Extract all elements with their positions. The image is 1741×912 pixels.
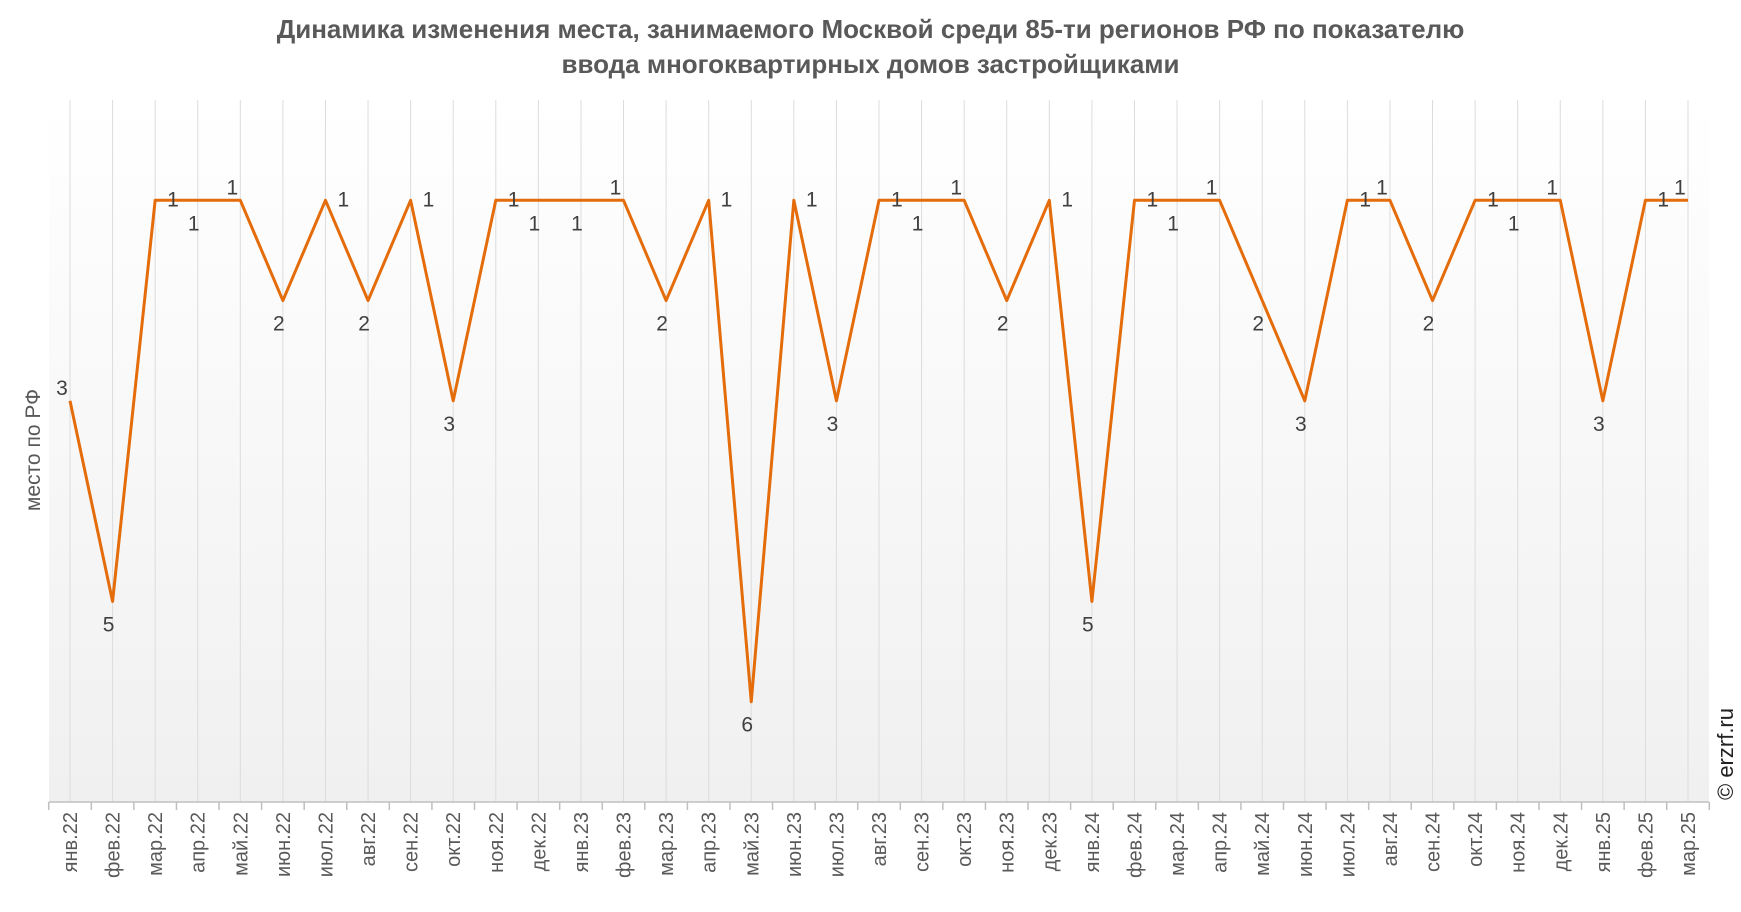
data-label: 1: [891, 188, 903, 211]
data-label: 1: [1206, 176, 1218, 199]
x-tick-label: янв.25: [1593, 812, 1615, 872]
watermark: © erzrf.ru: [1713, 708, 1738, 800]
x-tick-label: апр.24: [1210, 812, 1232, 873]
chart-title-line-1: Динамика изменения места, занимаемого Мо…: [276, 14, 1465, 44]
x-tick-label: сен.22: [401, 812, 423, 872]
data-line: [68, 198, 1688, 704]
data-label: 1: [188, 212, 200, 235]
x-tick-label: сен.23: [912, 812, 934, 872]
data-label: 6: [741, 714, 753, 737]
data-label: 1: [806, 188, 818, 211]
data-label: 1: [721, 188, 733, 211]
data-label: 1: [950, 176, 962, 199]
data-label: 1: [423, 188, 435, 211]
x-tick-label: май.23: [741, 812, 763, 876]
data-label: 1: [912, 212, 924, 235]
data-label: 1: [337, 188, 349, 211]
x-tick-label: июл.22: [315, 812, 337, 877]
x-tick-label: авг.24: [1380, 812, 1402, 866]
data-label: 1: [1508, 212, 1520, 235]
x-tick-label: июл.24: [1337, 812, 1359, 877]
data-label: 3: [443, 413, 455, 436]
x-tick-label: июл.23: [826, 812, 848, 877]
data-label: 3: [1593, 413, 1605, 436]
data-label: 1: [1546, 176, 1558, 199]
data-label: 1: [1487, 188, 1499, 211]
x-tick-label: мар.23: [656, 812, 678, 876]
y-axis-label: место по РФ: [22, 389, 45, 511]
x-tick-label: авг.23: [869, 812, 891, 866]
data-label: 1: [1146, 188, 1158, 211]
x-tick-label: апр.23: [699, 812, 721, 873]
data-label: 3: [56, 377, 68, 400]
x-tick-label: фев.25: [1635, 812, 1657, 878]
x-tick-label: дек.23: [1039, 812, 1061, 871]
data-label: 1: [1167, 212, 1179, 235]
data-label: 2: [656, 313, 668, 336]
x-tick-label: фев.23: [614, 812, 636, 878]
x-tick-label: июн.23: [784, 812, 806, 877]
data-label: 5: [103, 613, 115, 636]
x-tick-label: май.22: [230, 812, 252, 876]
data-label: 1: [167, 188, 179, 211]
data-label: 1: [1359, 188, 1371, 211]
data-label: 2: [1252, 313, 1264, 336]
x-tick-label: дек.22: [528, 812, 550, 871]
data-label: 5: [1082, 613, 1094, 636]
x-tick-label: янв.24: [1082, 812, 1104, 872]
x-tick-label: дек.24: [1550, 812, 1572, 871]
data-label: 3: [827, 413, 839, 436]
chart-title-line-2: ввода многоквартирных домов застройщикам…: [561, 49, 1180, 79]
data-label: 2: [273, 313, 285, 336]
x-tick-label: ноя.23: [997, 812, 1019, 873]
chart-title: Динамика изменения места, занимаемого Мо…: [0, 12, 1741, 82]
data-label: 1: [571, 212, 583, 235]
data-label: 2: [1423, 313, 1435, 336]
x-tick-label: сен.24: [1423, 812, 1445, 872]
x-tick-label: фев.22: [103, 812, 125, 878]
data-label: 1: [1376, 176, 1388, 199]
x-tick-label: апр.22: [188, 812, 210, 873]
x-tick-label: мар.24: [1167, 812, 1189, 876]
x-tick-label: июн.24: [1295, 812, 1317, 877]
data-label: 1: [508, 188, 520, 211]
x-tick-label: янв.23: [571, 812, 593, 872]
x-tick-label: ноя.24: [1508, 812, 1530, 873]
x-tick-label: май.24: [1252, 812, 1274, 876]
data-label: 2: [358, 313, 370, 336]
data-label: 1: [1657, 188, 1669, 211]
x-tick-label: авг.22: [358, 812, 380, 866]
data-label: 3: [1295, 413, 1307, 436]
x-tick-label: окт.24: [1465, 812, 1487, 867]
data-label: 1: [610, 176, 622, 199]
x-tick-label: окт.23: [954, 812, 976, 867]
data-label: 1: [226, 176, 238, 199]
x-tick-label: июн.22: [273, 812, 295, 877]
x-tick-label: окт.22: [443, 812, 465, 867]
data-label: 1: [1674, 176, 1686, 199]
data-label: 2: [997, 313, 1009, 336]
x-tick-label: мар.25: [1678, 812, 1700, 876]
data-label: 1: [1061, 188, 1073, 211]
x-tick-label: янв.22: [60, 812, 82, 872]
x-tick-label: мар.22: [145, 812, 167, 876]
x-tick-label: ноя.22: [486, 812, 508, 873]
x-tick-label: фев.24: [1124, 812, 1146, 878]
data-label: 1: [529, 212, 541, 235]
